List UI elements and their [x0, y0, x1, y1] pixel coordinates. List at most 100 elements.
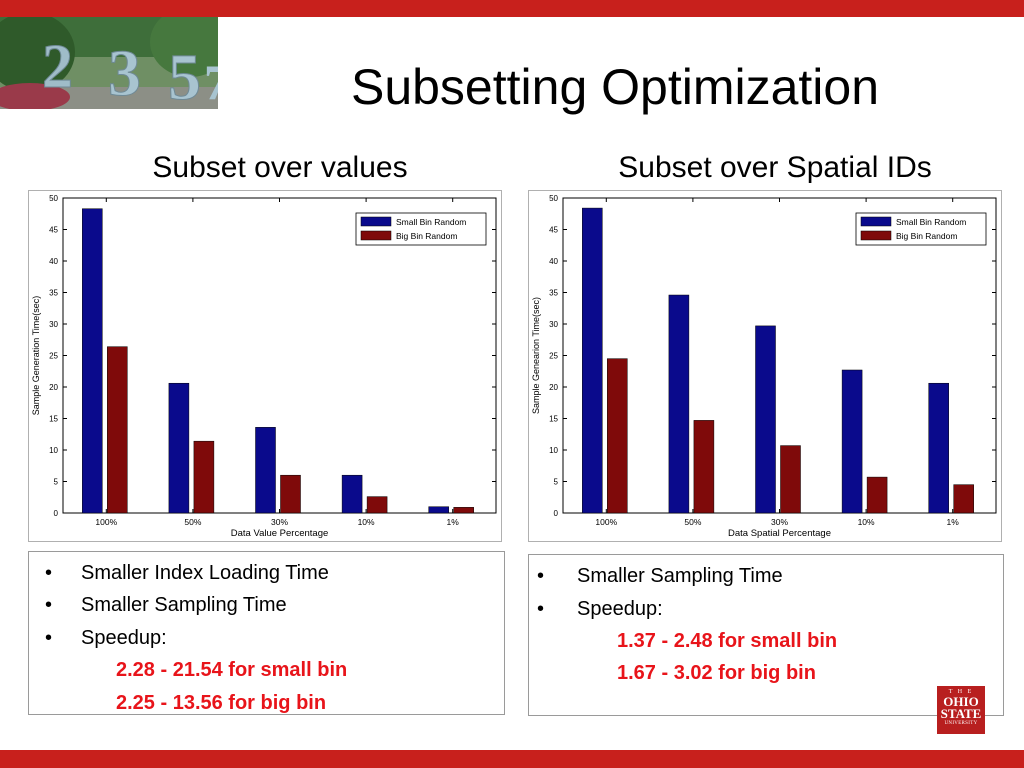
bar	[193, 440, 215, 514]
bar	[953, 484, 974, 514]
y-tick-label: 0	[54, 509, 59, 518]
x-tick-label: 10%	[858, 517, 875, 527]
x-tick-label: 30%	[771, 517, 788, 527]
svg-text:2: 2	[42, 33, 73, 101]
right-text-box: • Smaller Sampling Time • Speedup: 1.37 …	[528, 554, 1004, 716]
y-tick-label: 35	[49, 289, 58, 298]
y-tick-label: 20	[49, 383, 58, 392]
left-speedup-big: 2.25 - 13.56 for big bin	[116, 692, 327, 714]
y-axis-label: Sample Generation Time(sec)	[31, 296, 41, 416]
y-tick-label: 25	[49, 352, 58, 361]
spatial-chart: 0 5 10 15 20 25 30 35 40 45 50 100% 50% 30% 10% 1% Data …	[528, 190, 1002, 542]
bar	[866, 476, 888, 514]
bullet-dot: •	[537, 565, 545, 587]
x-tick-label: 50%	[184, 517, 201, 527]
svg-text:3: 3	[108, 37, 141, 109]
logo-line-university: UNIVERSITY	[944, 721, 978, 726]
bar	[428, 506, 449, 514]
bullet-dot: •	[45, 594, 53, 616]
svg-text:7: 7	[204, 54, 218, 109]
bar	[841, 369, 863, 514]
bullet-text: Smaller Index Loading Time	[81, 562, 329, 584]
bullet-text: Smaller Sampling Time	[81, 594, 287, 616]
bar	[693, 420, 715, 514]
right-speedup-small: 1.37 - 2.48 for small bin	[617, 630, 838, 652]
bar	[280, 474, 301, 514]
svg-text:5: 5	[168, 41, 201, 109]
left-text-box: • Smaller Index Loading Time • Smaller S…	[28, 551, 505, 715]
bar	[755, 325, 776, 514]
right-speedup-big: 1.67 - 3.02 for big bin	[617, 662, 816, 684]
bar	[607, 358, 628, 514]
y-tick-label: 50	[549, 194, 558, 203]
logo-line-state: STATE	[940, 706, 982, 721]
bullet-dot: •	[45, 562, 53, 584]
legend-label: Small Bin Random	[896, 217, 966, 227]
slide-title: Subsetting Optimization	[350, 59, 880, 115]
x-axis-label: Data Value Percentage	[231, 528, 329, 539]
y-tick-label: 5	[54, 478, 59, 487]
y-tick-label: 15	[549, 415, 558, 424]
bar	[668, 294, 690, 514]
right-subtitle: Subset over Spatial IDs	[618, 151, 932, 184]
x-tick-label: 1%	[447, 517, 460, 527]
y-axis-label: Sample Genearion Time(sec)	[531, 297, 541, 414]
bar	[168, 382, 190, 514]
y-tick-label: 50	[49, 194, 58, 203]
y-tick-label: 45	[549, 226, 558, 235]
y-tick-label: 10	[549, 446, 558, 455]
x-tick-label: 30%	[271, 517, 288, 527]
x-tick-label: 1%	[947, 517, 960, 527]
legend-swatch	[360, 230, 392, 241]
y-tick-label: 30	[549, 320, 558, 329]
legend-label: Small Bin Random	[396, 217, 466, 227]
y-tick-label: 45	[49, 226, 58, 235]
logo-line-the: T H E	[948, 689, 974, 695]
bar	[82, 208, 103, 514]
left-subtitle: Subset over values	[152, 151, 408, 184]
bar	[780, 445, 801, 514]
bar	[366, 496, 388, 514]
y-tick-label: 5	[554, 478, 559, 487]
legend-swatch	[860, 230, 892, 241]
bullet-text: Speedup:	[81, 627, 167, 649]
bullet-text: Smaller Sampling Time	[577, 565, 783, 587]
legend-label: Big Bin Random	[896, 231, 957, 241]
bar	[928, 382, 949, 514]
plot-area	[562, 197, 997, 514]
ohio-state-logo: T H E OHIO STATE UNIVERSITY	[937, 686, 985, 734]
x-tick-label: 10%	[358, 517, 375, 527]
spatial-chart-svg: 0 5 10 15 20 25 30 35 40 45 50 100% 50% 30% 10% 1% Data …	[531, 194, 997, 539]
legend-swatch	[360, 216, 392, 227]
y-tick-label: 40	[549, 257, 558, 266]
plot-area	[62, 197, 497, 514]
x-axis-label: Data Spatial Percentage	[728, 528, 831, 539]
bar	[255, 427, 276, 514]
bullet-dot: •	[45, 627, 53, 649]
header-photo: 2 3 5 7	[0, 17, 218, 109]
legend-swatch	[860, 216, 892, 227]
y-tick-label: 25	[549, 352, 558, 361]
y-tick-label: 35	[549, 289, 558, 298]
bar	[107, 346, 128, 514]
y-tick-label: 0	[554, 509, 559, 518]
values-chart: 0 5 10 15 20 25 30 35 40 45 50 100% 50% 30% 10% 1% Data …	[28, 190, 502, 542]
x-tick-label: 100%	[95, 517, 117, 527]
x-tick-label: 100%	[595, 517, 617, 527]
y-tick-label: 30	[49, 320, 58, 329]
bar	[341, 474, 363, 514]
bullet-dot: •	[537, 598, 545, 620]
values-chart-svg: 0 5 10 15 20 25 30 35 40 45 50 100% 50% 30% 10% 1% Data …	[31, 194, 497, 539]
y-tick-label: 15	[49, 415, 58, 424]
left-speedup-small: 2.28 - 21.54 for small bin	[116, 659, 348, 681]
x-tick-label: 50%	[684, 517, 701, 527]
top-accent-bar	[0, 0, 1024, 17]
bottom-accent-bar	[0, 750, 1024, 768]
y-tick-label: 20	[549, 383, 558, 392]
bullet-text: Speedup:	[577, 598, 663, 620]
y-tick-label: 40	[49, 257, 58, 266]
logo-line-ohio: OHIO	[943, 694, 979, 709]
y-tick-label: 10	[49, 446, 58, 455]
bar	[453, 507, 474, 514]
bar	[582, 207, 603, 514]
